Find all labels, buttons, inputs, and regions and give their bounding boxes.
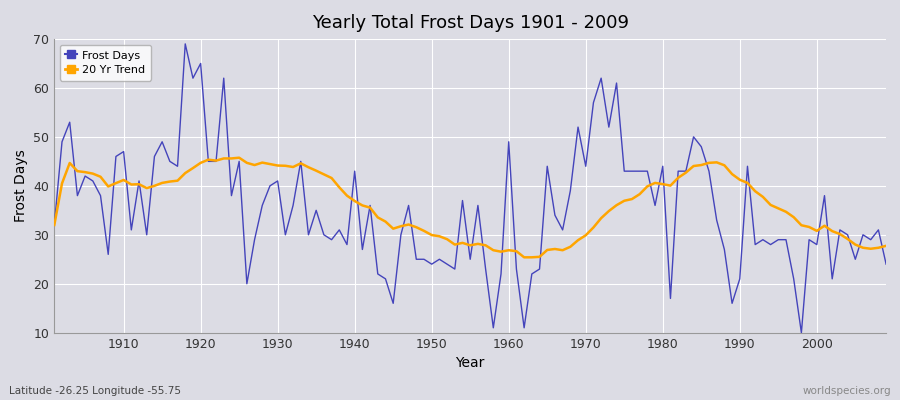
Text: worldspecies.org: worldspecies.org	[803, 386, 891, 396]
X-axis label: Year: Year	[455, 356, 485, 370]
Legend: Frost Days, 20 Yr Trend: Frost Days, 20 Yr Trend	[60, 44, 151, 80]
Title: Yearly Total Frost Days 1901 - 2009: Yearly Total Frost Days 1901 - 2009	[311, 14, 629, 32]
Y-axis label: Frost Days: Frost Days	[14, 150, 28, 222]
Text: Latitude -26.25 Longitude -55.75: Latitude -26.25 Longitude -55.75	[9, 386, 181, 396]
